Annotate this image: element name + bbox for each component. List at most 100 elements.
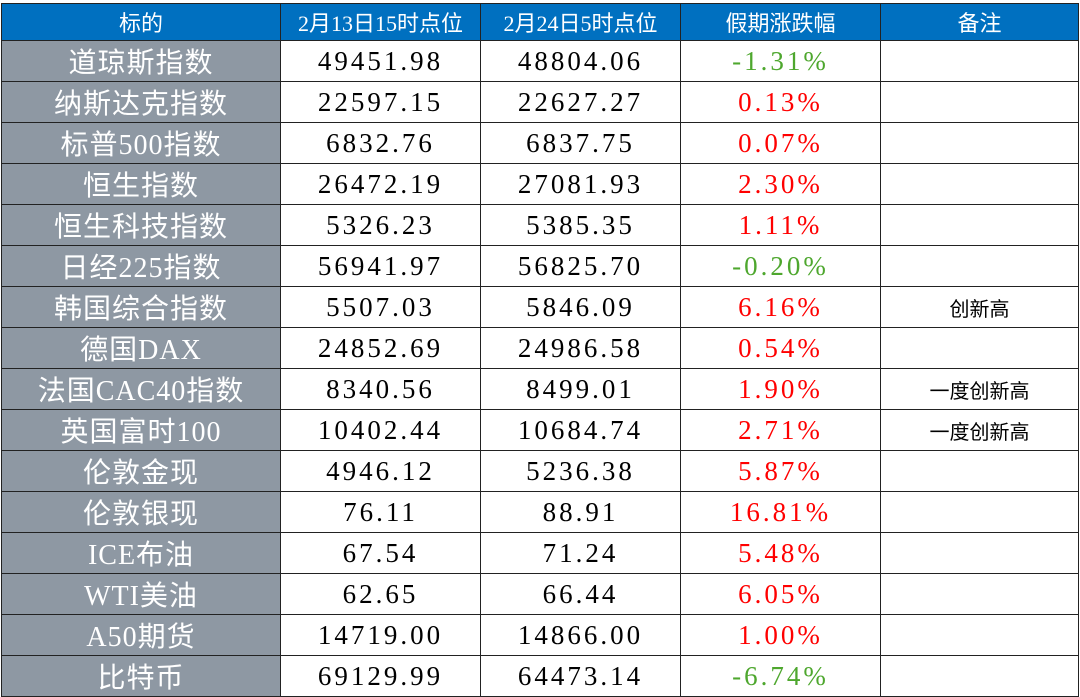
asset-name: 标普500指数: [1, 122, 281, 164]
value-before: 49451.98: [280, 40, 481, 82]
value-after: 27081.93: [480, 163, 681, 205]
value-before: 5507.03: [280, 286, 481, 328]
asset-name: A50期货: [1, 614, 281, 656]
table-row: 伦敦银现 76.11 88.91 16.81%: [1, 491, 1079, 533]
holiday-change: 1.11%: [680, 204, 881, 246]
value-before: 76.11: [280, 491, 481, 533]
value-after: 14866.00: [480, 614, 681, 656]
header-before: 2月13日15时点位: [280, 3, 481, 41]
table-row: 标普500指数 6832.76 6837.75 0.07%: [1, 122, 1079, 164]
table-row: 纳斯达克指数 22597.15 22627.27 0.13%: [1, 81, 1079, 123]
value-before: 67.54: [280, 532, 481, 574]
holiday-change: -0.20%: [680, 245, 881, 287]
note: [880, 573, 1079, 615]
holiday-change: 1.90%: [680, 368, 881, 410]
table-row: 道琼斯指数 49451.98 48804.06 -1.31%: [1, 40, 1079, 82]
header-after: 2月24日5时点位: [480, 3, 681, 41]
note: [880, 614, 1079, 656]
asset-name: 德国DAX: [1, 327, 281, 369]
asset-name: 纳斯达克指数: [1, 81, 281, 123]
table-row: 韩国综合指数 5507.03 5846.09 6.16% 创新高: [1, 286, 1079, 328]
asset-name: 伦敦金现: [1, 450, 281, 492]
holiday-change: 2.30%: [680, 163, 881, 205]
table-row: 法国CAC40指数 8340.56 8499.01 1.90% 一度创新高: [1, 368, 1079, 410]
note: [880, 655, 1079, 697]
value-before: 26472.19: [280, 163, 481, 205]
asset-name: 日经225指数: [1, 245, 281, 287]
holiday-change: 1.00%: [680, 614, 881, 656]
table-row: 日经225指数 56941.97 56825.70 -0.20%: [1, 245, 1079, 287]
note: [880, 245, 1079, 287]
note: [880, 204, 1079, 246]
value-after: 22627.27: [480, 81, 681, 123]
table-row: 英国富时100 10402.44 10684.74 2.71% 一度创新高: [1, 409, 1079, 451]
value-before: 6832.76: [280, 122, 481, 164]
market-holiday-change-table: 标的 2月13日15时点位 2月24日5时点位 假期涨跌幅 备注 道琼斯指数 49…: [1, 3, 1079, 697]
note: [880, 532, 1079, 574]
note: [880, 491, 1079, 533]
value-after: 71.24: [480, 532, 681, 574]
asset-name: WTI美油: [1, 573, 281, 615]
value-after: 6837.75: [480, 122, 681, 164]
header-row: 标的 2月13日15时点位 2月24日5时点位 假期涨跌幅 备注: [1, 3, 1079, 41]
asset-name: 法国CAC40指数: [1, 368, 281, 410]
table-row: 恒生科技指数 5326.23 5385.35 1.11%: [1, 204, 1079, 246]
value-before: 24852.69: [280, 327, 481, 369]
holiday-change: 0.07%: [680, 122, 881, 164]
asset-name: 英国富时100: [1, 409, 281, 451]
note: 一度创新高: [880, 409, 1079, 451]
table-row: 伦敦金现 4946.12 5236.38 5.87%: [1, 450, 1079, 492]
value-after: 24986.58: [480, 327, 681, 369]
asset-name: 比特币: [1, 655, 281, 697]
holiday-change: 0.54%: [680, 327, 881, 369]
holiday-change: 16.81%: [680, 491, 881, 533]
note: 一度创新高: [880, 368, 1079, 410]
header-change: 假期涨跌幅: [680, 3, 881, 41]
value-before: 10402.44: [280, 409, 481, 451]
value-before: 5326.23: [280, 204, 481, 246]
value-before: 56941.97: [280, 245, 481, 287]
value-after: 48804.06: [480, 40, 681, 82]
value-after: 8499.01: [480, 368, 681, 410]
holiday-change: 6.16%: [680, 286, 881, 328]
value-before: 62.65: [280, 573, 481, 615]
value-after: 56825.70: [480, 245, 681, 287]
note: [880, 40, 1079, 82]
value-before: 22597.15: [280, 81, 481, 123]
table-row: 比特币 69129.99 64473.14 -6.74%: [1, 655, 1079, 697]
holiday-change: 5.48%: [680, 532, 881, 574]
asset-name: 道琼斯指数: [1, 40, 281, 82]
asset-name: 韩国综合指数: [1, 286, 281, 328]
value-before: 69129.99: [280, 655, 481, 697]
note: [880, 81, 1079, 123]
table-row: WTI美油 62.65 66.44 6.05%: [1, 573, 1079, 615]
holiday-change: 5.87%: [680, 450, 881, 492]
holiday-change: 6.05%: [680, 573, 881, 615]
table-row: A50期货 14719.00 14866.00 1.00%: [1, 614, 1079, 656]
table-row: 恒生指数 26472.19 27081.93 2.30%: [1, 163, 1079, 205]
value-after: 66.44: [480, 573, 681, 615]
holiday-change: 0.13%: [680, 81, 881, 123]
holiday-change: -1.31%: [680, 40, 881, 82]
header-asset: 标的: [1, 3, 281, 41]
value-after: 5846.09: [480, 286, 681, 328]
asset-name: 恒生指数: [1, 163, 281, 205]
value-before: 14719.00: [280, 614, 481, 656]
note: [880, 122, 1079, 164]
table-row: 德国DAX 24852.69 24986.58 0.54%: [1, 327, 1079, 369]
value-after: 5236.38: [480, 450, 681, 492]
asset-name: ICE布油: [1, 532, 281, 574]
holiday-change: 2.71%: [680, 409, 881, 451]
note: [880, 450, 1079, 492]
header-note: 备注: [880, 3, 1079, 41]
value-before: 4946.12: [280, 450, 481, 492]
note: [880, 163, 1079, 205]
value-after: 5385.35: [480, 204, 681, 246]
holiday-change: -6.74%: [680, 655, 881, 697]
asset-name: 恒生科技指数: [1, 204, 281, 246]
asset-name: 伦敦银现: [1, 491, 281, 533]
table-row: ICE布油 67.54 71.24 5.48%: [1, 532, 1079, 574]
value-after: 64473.14: [480, 655, 681, 697]
value-after: 88.91: [480, 491, 681, 533]
note: [880, 327, 1079, 369]
